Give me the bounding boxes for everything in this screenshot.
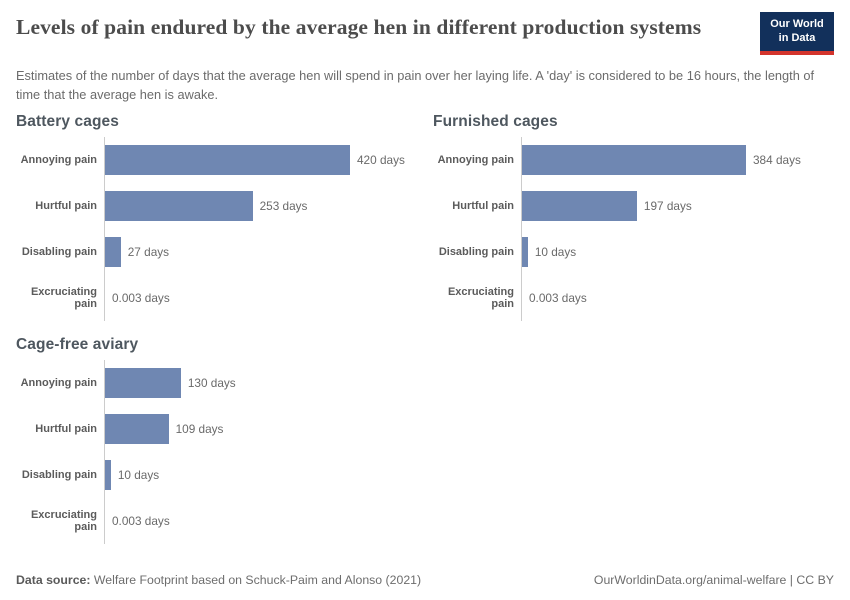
chart-page: Levels of pain endured by the average he… <box>16 12 834 544</box>
data-source-text: Welfare Footprint based on Schuck-Paim a… <box>90 573 422 587</box>
bar-area: 0.003 days <box>104 497 433 544</box>
bar <box>105 144 350 175</box>
category-label: Disabling pain <box>21 468 97 481</box>
bar-area: 0.003 days <box>521 274 834 321</box>
bar <box>522 144 746 175</box>
value-label: 27 days <box>127 244 170 259</box>
value-label: 253 days <box>259 198 308 213</box>
category-label: Excruciating pain <box>30 508 97 533</box>
chart-plot: Annoying pain 130 days Hurtful pain 109 day… <box>16 359 433 544</box>
chart-subtitle: Estimates of the number of days that the… <box>16 67 815 102</box>
footer: Data source: Welfare Footprint based on … <box>16 573 834 587</box>
chart-row: Excruciating pain 0.003 days <box>433 274 834 321</box>
bar <box>522 236 528 267</box>
chart-plot: Annoying pain 420 days Hurtful pain 253 day… <box>16 136 433 321</box>
bar-area: 27 days <box>104 228 433 275</box>
chart-row: Excruciating pain 0.003 days <box>16 274 433 321</box>
value-label: 420 days <box>357 152 405 167</box>
chart-title: Battery cages <box>16 112 119 130</box>
value-label: 197 days <box>643 198 692 213</box>
owid-logo-line1: Our World <box>770 18 824 30</box>
header: Levels of pain endured by the average he… <box>16 12 834 55</box>
bar <box>105 459 111 490</box>
bar <box>105 367 181 398</box>
bar-area: 420 days <box>104 136 433 183</box>
category-label: Disabling pain <box>438 245 514 258</box>
owid-logo-line2: in Data <box>778 32 816 45</box>
bar-area: 10 days <box>104 451 433 498</box>
chart-cage-free-aviary: Cage-free aviary Annoying pain 130 days Hu… <box>16 336 433 544</box>
value-label: 0.003 days <box>529 290 587 305</box>
bar-area: 197 days <box>521 182 834 229</box>
category-label: Hurtful pain <box>35 422 97 435</box>
value-label: 10 days <box>117 467 160 482</box>
value-label: 10 days <box>534 244 577 259</box>
page-title: Levels of pain endured by the average he… <box>16 15 702 39</box>
value-label: 109 days <box>175 421 224 436</box>
owid-logo: Our World in Data <box>760 12 834 55</box>
value-label: 0.003 days <box>112 290 170 305</box>
category-label: Disabling pain <box>21 245 97 258</box>
value-label: 130 days <box>187 375 236 390</box>
chart-title: Furnished cages <box>433 112 558 130</box>
bar <box>105 190 253 221</box>
bar-area: 0.003 days <box>104 274 433 321</box>
chart-row: Annoying pain 384 days <box>433 136 834 183</box>
data-source: Data source: Welfare Footprint based on … <box>16 573 421 587</box>
chart-row: Annoying pain 420 days <box>16 136 433 183</box>
category-label: Excruciating pain <box>30 285 97 310</box>
bar-area: 130 days <box>104 359 433 406</box>
category-label: Annoying pain <box>20 153 97 166</box>
chart-row: Annoying pain 130 days <box>16 359 433 406</box>
category-label: Annoying pain <box>437 153 514 166</box>
chart-row: Hurtful pain 253 days <box>16 182 433 229</box>
chart-furnished-cages: Furnished cages Annoying pain 384 days Hur… <box>433 113 834 321</box>
chart-title: Cage-free aviary <box>16 335 139 353</box>
category-label: Hurtful pain <box>35 199 97 212</box>
data-source-label: Data source: <box>16 573 91 587</box>
value-label: 0.003 days <box>112 513 170 528</box>
chart-row: Hurtful pain 109 days <box>16 405 433 452</box>
footer-link[interactable]: OurWorldinData.org/animal-welfare | CC B… <box>593 573 834 587</box>
chart-row: Hurtful pain 197 days <box>433 182 834 229</box>
bar <box>522 190 637 221</box>
chart-row: Disabling pain 10 days <box>16 451 433 498</box>
chart-battery-cages: Battery cages Annoying pain 420 days Hurtf… <box>16 113 433 321</box>
category-label: Excruciating pain <box>447 285 514 310</box>
bar-area: 109 days <box>104 405 433 452</box>
category-label: Hurtful pain <box>452 199 514 212</box>
bar <box>105 236 121 267</box>
bar-area: 253 days <box>104 182 433 229</box>
chart-plot: Annoying pain 384 days Hurtful pain 197 day… <box>433 136 834 321</box>
bar <box>105 413 169 444</box>
chart-row: Disabling pain 27 days <box>16 228 433 275</box>
bar-area: 10 days <box>521 228 834 275</box>
value-label: 384 days <box>753 152 801 167</box>
chart-row: Disabling pain 10 days <box>433 228 834 275</box>
charts-grid: Battery cages Annoying pain 420 days Hurtf… <box>16 113 834 544</box>
chart-row: Excruciating pain 0.003 days <box>16 497 433 544</box>
category-label: Annoying pain <box>20 376 97 389</box>
bar-area: 384 days <box>521 136 834 183</box>
